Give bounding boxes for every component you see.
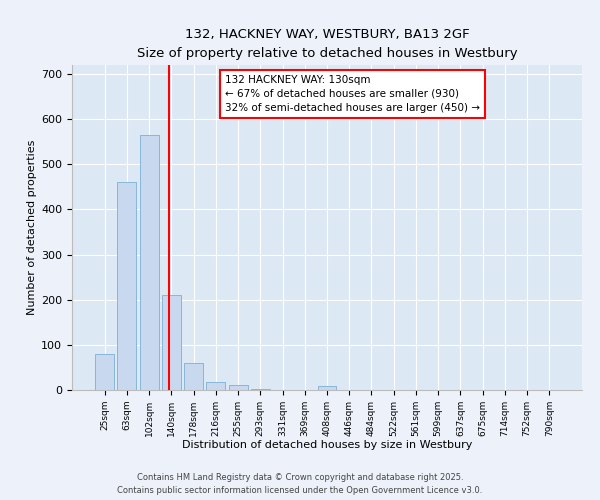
Bar [118, 182, 136, 390]
Text: Contains HM Land Registry data © Crown copyright and database right 2025.
Contai: Contains HM Land Registry data © Crown c… [118, 474, 482, 495]
Bar [317, 386, 337, 390]
Bar [206, 382, 225, 390]
Y-axis label: Number of detached properties: Number of detached properties [27, 140, 37, 315]
Bar [251, 388, 270, 390]
Bar [95, 354, 114, 390]
X-axis label: Distribution of detached houses by size in Westbury: Distribution of detached houses by size … [182, 440, 472, 450]
Title: 132, HACKNEY WAY, WESTBURY, BA13 2GF
Size of property relative to detached house: 132, HACKNEY WAY, WESTBURY, BA13 2GF Siz… [137, 28, 517, 60]
Bar [140, 135, 158, 390]
Bar [162, 295, 181, 390]
Bar [184, 363, 203, 390]
Text: 132 HACKNEY WAY: 130sqm
← 67% of detached houses are smaller (930)
32% of semi-d: 132 HACKNEY WAY: 130sqm ← 67% of detache… [225, 74, 480, 113]
Bar [229, 386, 248, 390]
